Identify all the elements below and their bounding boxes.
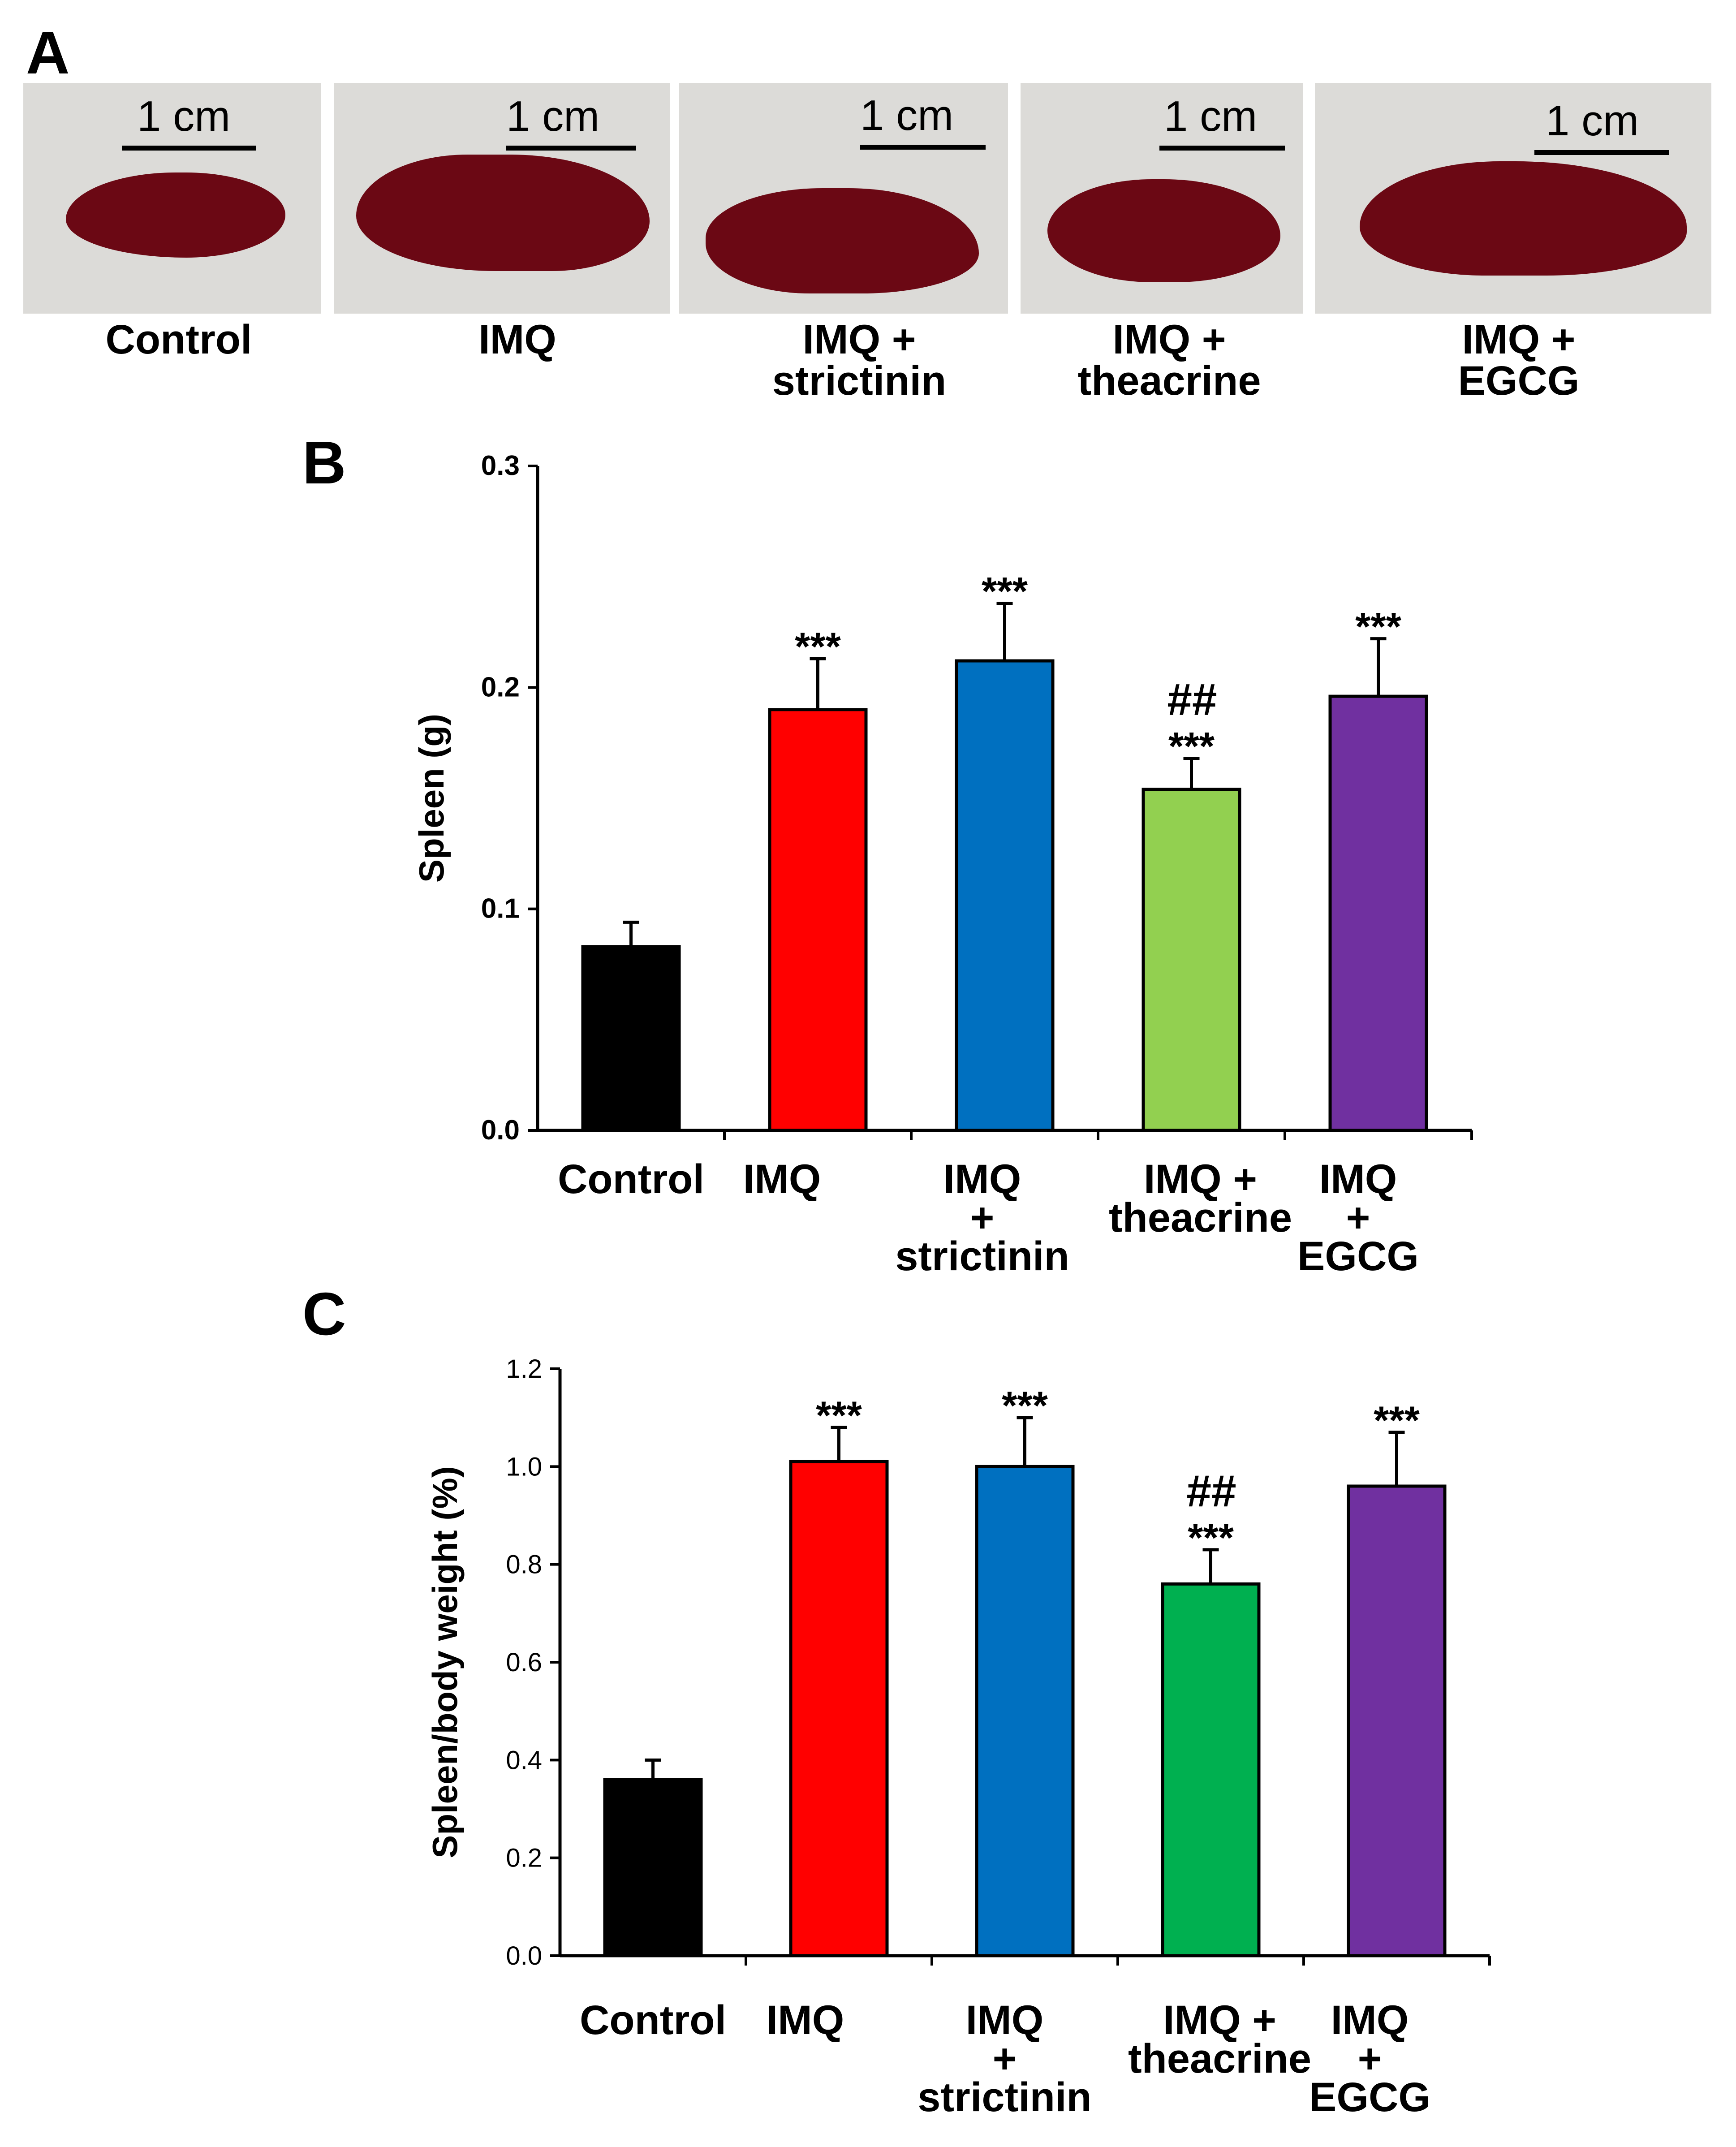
spleen-specimen bbox=[1360, 161, 1687, 276]
photo-label-control: Control bbox=[105, 317, 252, 362]
y-axis-label: Spleen/body weight (%) bbox=[425, 1466, 465, 1858]
x-tick-label: IMQ bbox=[1319, 1156, 1397, 1202]
photo-label-imq-strictinin: IMQ + strictinin bbox=[772, 317, 947, 404]
spleen-photo-imq: 1 cm bbox=[334, 83, 670, 314]
bar bbox=[1347, 1484, 1447, 1957]
significance-stars: *** bbox=[1188, 1515, 1234, 1560]
x-tick-label: + bbox=[970, 1195, 995, 1241]
x-tick-label: Control bbox=[558, 1156, 704, 1202]
bar bbox=[1142, 788, 1241, 1132]
bar bbox=[789, 1460, 889, 1957]
y-tick-label: 0.0 bbox=[481, 1115, 520, 1146]
scale-bar bbox=[122, 146, 256, 151]
spleen-specimen bbox=[706, 188, 979, 293]
x-tick-label: theacrine bbox=[1128, 2036, 1311, 2082]
x-tick-label: + bbox=[993, 2036, 1017, 2082]
y-tick-label: 0.6 bbox=[506, 1648, 542, 1677]
scale-bar bbox=[1534, 150, 1669, 155]
bar bbox=[975, 1465, 1075, 1957]
y-tick-label: 0.2 bbox=[506, 1844, 542, 1873]
bar bbox=[768, 708, 868, 1132]
significance-stars: *** bbox=[795, 624, 841, 668]
x-tick-label: EGCG bbox=[1297, 1233, 1419, 1279]
y-tick-label: 0.3 bbox=[481, 450, 520, 481]
scale-bar-label: 1 cm bbox=[1546, 97, 1639, 145]
scale-bar-label: 1 cm bbox=[1164, 92, 1258, 140]
panel-b-label: B bbox=[302, 429, 346, 496]
x-tick-label: IMQ + bbox=[1144, 1156, 1257, 1202]
panel-c-label: C bbox=[302, 1280, 346, 1348]
y-tick-label: 0.4 bbox=[506, 1746, 542, 1775]
spleen-photo-imq-strictinin: 1 cm bbox=[679, 83, 1008, 314]
scale-bar bbox=[860, 145, 986, 150]
x-tick-label: IMQ + bbox=[1163, 1997, 1276, 2043]
x-tick-label: EGCG bbox=[1309, 2074, 1430, 2120]
spleen-specimen bbox=[356, 155, 650, 271]
x-tick-label: strictinin bbox=[918, 2074, 1091, 2120]
significance-stars: *** bbox=[1355, 604, 1401, 649]
x-tick-label: IMQ bbox=[943, 1156, 1021, 1202]
scale-bar bbox=[506, 146, 636, 151]
significance-hash: ## bbox=[1167, 675, 1217, 725]
scale-bar-label: 1 cm bbox=[137, 92, 231, 140]
y-axis-label: Spleen (g) bbox=[412, 714, 451, 883]
bar bbox=[955, 659, 1055, 1132]
y-tick-label: 0.1 bbox=[481, 893, 520, 924]
spleen-specimen bbox=[66, 172, 285, 258]
spleen-photo-imq-theacrine: 1 cm bbox=[1021, 83, 1303, 314]
scale-bar-label: 1 cm bbox=[506, 92, 600, 140]
photo-label-imq-egcg: IMQ + EGCG bbox=[1458, 317, 1580, 404]
spleen-specimen bbox=[1047, 179, 1280, 282]
y-tick-label: 1.0 bbox=[506, 1452, 542, 1481]
x-tick-label: IMQ bbox=[966, 1997, 1044, 2043]
bar bbox=[1161, 1582, 1261, 1957]
scale-bar bbox=[1159, 146, 1285, 151]
x-tick-label: theacrine bbox=[1109, 1195, 1292, 1241]
x-tick-label: IMQ bbox=[743, 1156, 821, 1202]
y-tick-label: 1.2 bbox=[506, 1354, 542, 1384]
bar bbox=[581, 945, 681, 1132]
spleen-photo-imq-egcg: 1 cm bbox=[1315, 83, 1711, 314]
x-tick-label: Control bbox=[580, 1997, 726, 2043]
x-tick-label: strictinin bbox=[895, 1233, 1069, 1279]
panel-a-label: A bbox=[26, 19, 70, 86]
scale-bar-label: 1 cm bbox=[860, 91, 954, 139]
significance-stars: *** bbox=[816, 1393, 862, 1437]
significance-stars: *** bbox=[982, 569, 1028, 613]
photo-label-imq: IMQ bbox=[478, 317, 556, 362]
significance-hash: ## bbox=[1186, 1466, 1236, 1516]
significance-stars: *** bbox=[1374, 1398, 1420, 1442]
photo-label-imq-theacrine: IMQ + theacrine bbox=[1077, 317, 1261, 404]
y-tick-label: 0.8 bbox=[506, 1550, 542, 1579]
x-tick-label: IMQ bbox=[767, 1997, 844, 2043]
significance-stars: *** bbox=[1168, 724, 1215, 768]
spleen-photo-control: 1 cm bbox=[23, 83, 321, 314]
x-tick-label: + bbox=[1346, 1195, 1370, 1241]
y-tick-label: 0.2 bbox=[481, 672, 520, 703]
x-tick-label: IMQ bbox=[1331, 1997, 1409, 2043]
bar bbox=[603, 1778, 703, 1957]
x-tick-label: + bbox=[1358, 2036, 1382, 2082]
bar bbox=[1328, 694, 1428, 1132]
y-tick-label: 0.0 bbox=[506, 1941, 542, 1970]
significance-stars: *** bbox=[1002, 1383, 1048, 1427]
